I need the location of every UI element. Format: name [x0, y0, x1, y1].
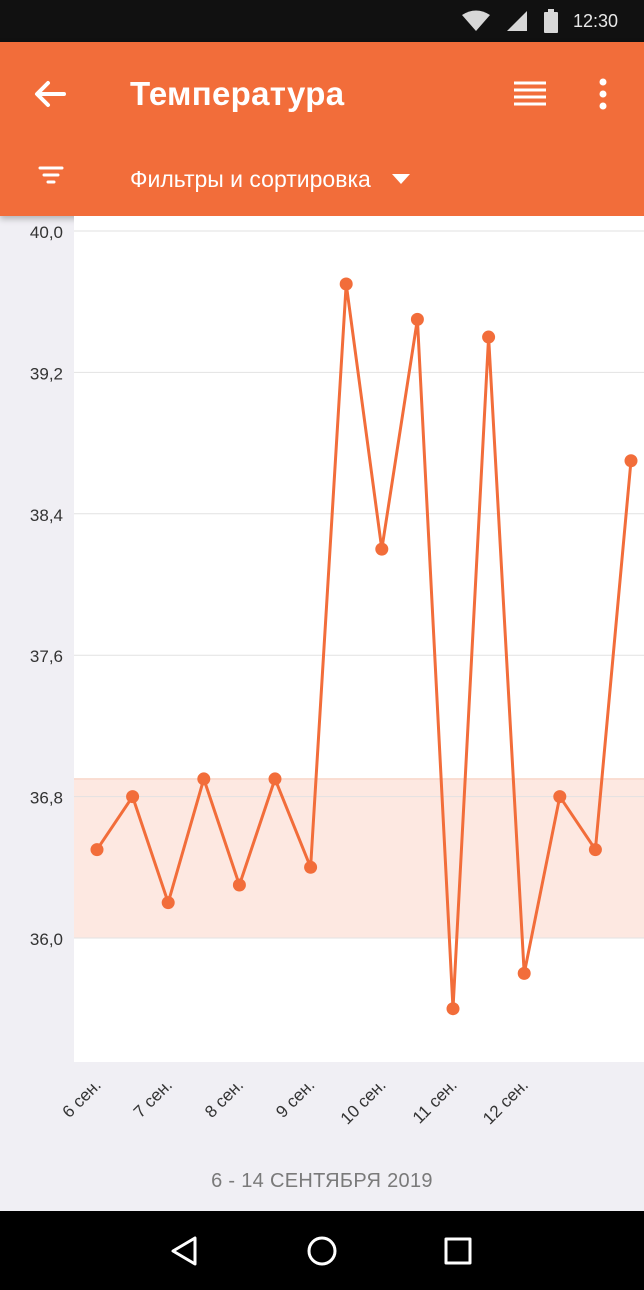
status-time: 12:30	[572, 10, 618, 31]
app-bar: Температура Фильтры и сортировка	[0, 42, 644, 216]
normal-range-band	[74, 778, 644, 938]
data-point	[482, 330, 496, 344]
filter-button[interactable]	[36, 160, 66, 190]
x-tick-label: 8 сен.	[201, 1075, 247, 1121]
square-recents-icon	[444, 1237, 472, 1265]
y-tick-label: 40,0	[30, 223, 63, 242]
data-point	[410, 312, 424, 326]
x-tick-label: 11 сен.	[409, 1075, 461, 1127]
page-title: Температура	[130, 75, 345, 112]
data-point	[624, 454, 638, 468]
data-point	[126, 790, 140, 804]
chart-area: 40,0 39,2 38,4 37,6 36,8 36,0 6 сен. 7 сен. 8 с…	[0, 216, 644, 1211]
triangle-back-icon	[171, 1236, 197, 1266]
data-point	[232, 878, 246, 892]
more-options-button[interactable]	[588, 74, 618, 114]
list-view-icon	[514, 81, 546, 106]
back-button[interactable]	[28, 72, 72, 116]
y-tick-label: 39,2	[30, 364, 63, 383]
y-tick-label: 36,0	[30, 930, 63, 949]
y-tick-label: 38,4	[30, 506, 63, 525]
signal-icon	[506, 11, 527, 31]
data-point	[268, 772, 282, 786]
x-tick-label: 7 сен.	[130, 1075, 176, 1121]
nav-recents-button[interactable]	[438, 1231, 478, 1271]
x-tick-label: 12 сен.	[479, 1075, 532, 1128]
x-tick-label: 10 сен.	[337, 1075, 390, 1128]
data-point	[553, 790, 567, 804]
y-tick-label: 37,6	[30, 647, 63, 666]
x-tick-label: 9 сен.	[272, 1075, 318, 1121]
data-point	[375, 542, 389, 556]
temperature-chart: 40,0 39,2 38,4 37,6 36,8 36,0 6 сен. 7 сен. 8 с…	[30, 216, 644, 1128]
date-range-label: 6 - 14 СЕНТЯБРЯ 2019	[211, 1170, 433, 1192]
status-bar: 12:30	[0, 0, 644, 42]
data-point	[517, 966, 531, 980]
navigation-bar	[0, 1211, 644, 1290]
series-line	[95, 282, 633, 1011]
data-point	[588, 843, 602, 857]
data-point	[304, 860, 318, 874]
nav-home-button[interactable]	[302, 1231, 342, 1271]
arrow-left-icon	[35, 81, 66, 107]
data-point	[339, 277, 353, 291]
data-point	[90, 843, 104, 857]
y-tick-label: 36,8	[30, 789, 63, 808]
more-vertical-icon	[599, 78, 607, 110]
circle-home-icon	[307, 1236, 337, 1266]
list-view-button[interactable]	[508, 74, 552, 114]
filter-sort-label: Фильтры и сортировка	[130, 165, 371, 192]
battery-icon	[543, 9, 558, 33]
x-tick-label: 6 сен.	[59, 1075, 105, 1121]
caret-down-icon	[391, 174, 410, 184]
filter-icon	[38, 166, 64, 184]
nav-back-button[interactable]	[164, 1231, 204, 1271]
wifi-icon	[461, 10, 490, 31]
data-point	[197, 772, 211, 786]
filter-sort-dropdown[interactable]: Фильтры и сортировка	[130, 162, 411, 196]
data-point	[161, 896, 175, 910]
data-point	[446, 1002, 460, 1016]
